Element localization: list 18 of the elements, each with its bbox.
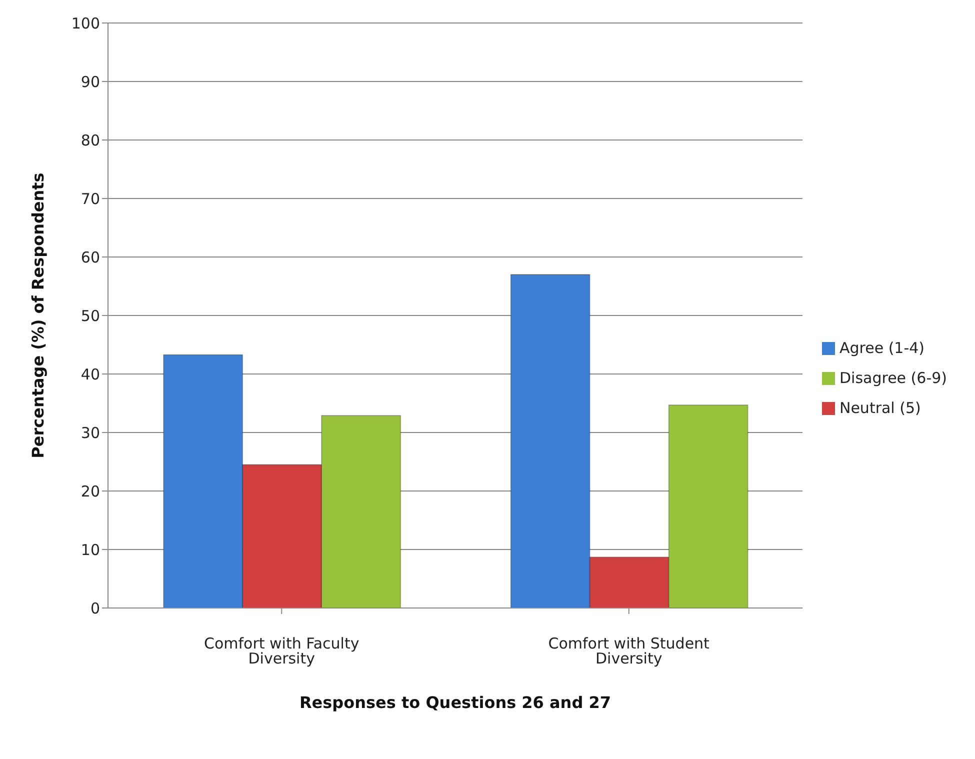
x-tick-label: Comfort with Faculty Diversity — [204, 634, 360, 668]
legend-label: Disagree (6-9) — [839, 369, 947, 387]
y-tick-label: 50 — [80, 306, 100, 325]
y-tick-label: 20 — [80, 482, 100, 500]
y-tick-label: 90 — [80, 72, 100, 91]
legend-label: Neutral (5) — [839, 399, 921, 417]
y-tick-label: 40 — [80, 365, 100, 384]
x-tick-label: Comfort with Student Diversity — [548, 634, 710, 668]
y-tick-label: 100 — [71, 14, 100, 32]
y-tick-label: 60 — [80, 248, 100, 266]
y-axis-title: Percentage (%) of Respondents — [28, 172, 48, 458]
legend-label: Agree (1-4) — [839, 339, 925, 357]
y-tick-label: 80 — [80, 131, 100, 150]
y-tick-label: 30 — [80, 424, 100, 442]
y-tick-label: 10 — [80, 540, 100, 559]
y-tick-label: 70 — [80, 190, 100, 208]
y-tick-label: 0 — [90, 599, 100, 618]
x-axis-title: Responses to Questions 26 and 27 — [299, 693, 611, 712]
